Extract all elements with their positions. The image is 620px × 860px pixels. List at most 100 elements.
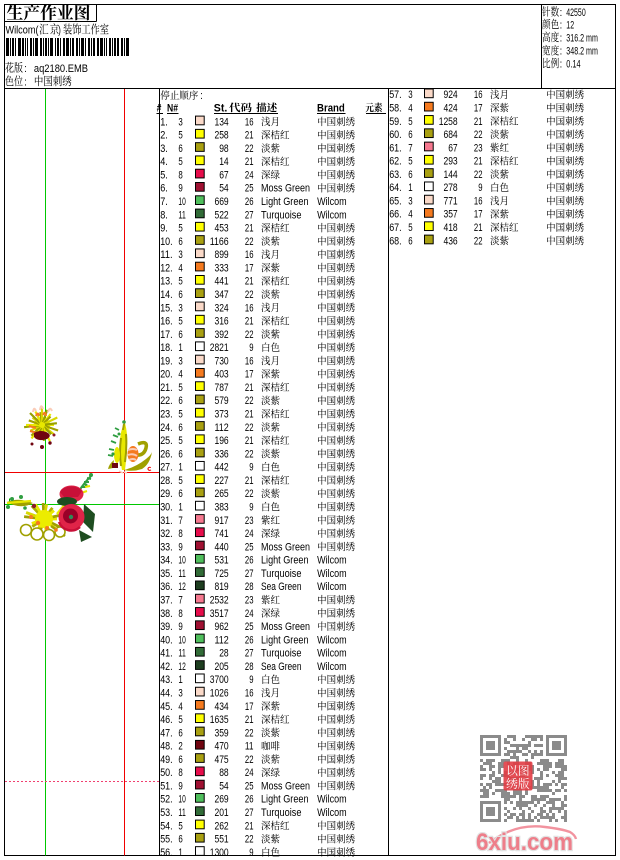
svg-text:227: 227 [214, 475, 228, 487]
svg-text:22: 22 [245, 289, 254, 301]
svg-text:730: 730 [214, 355, 228, 367]
svg-text:22: 22 [474, 129, 483, 141]
svg-text:Wilcom: Wilcom [317, 196, 347, 208]
svg-text:44.: 44. [160, 687, 172, 699]
svg-text:11: 11 [245, 741, 254, 753]
svg-text:5: 5 [178, 820, 182, 832]
svg-text:725: 725 [214, 568, 228, 580]
svg-text:17: 17 [474, 102, 483, 114]
svg-text:Moss Green: Moss Green [261, 183, 310, 195]
svg-text:5: 5 [178, 475, 182, 487]
svg-text:21: 21 [245, 156, 254, 168]
svg-text:Wilcom: Wilcom [317, 794, 347, 806]
svg-text:61.: 61. [389, 142, 401, 154]
svg-text:48.: 48. [160, 741, 172, 753]
svg-text:6xiu.com: 6xiu.com [476, 829, 573, 856]
svg-text:26: 26 [245, 196, 254, 208]
svg-text:6: 6 [408, 235, 412, 247]
svg-text:Moss Green: Moss Green [261, 541, 310, 553]
svg-text:15.: 15. [160, 302, 172, 314]
svg-text:Sea Green: Sea Green [261, 581, 302, 593]
svg-text:Wilcom: Wilcom [317, 555, 347, 567]
svg-text:23: 23 [245, 594, 254, 606]
svg-text:28: 28 [219, 648, 229, 660]
svg-text:441: 441 [214, 276, 228, 288]
svg-text:9: 9 [178, 183, 182, 195]
svg-text:63.: 63. [389, 169, 401, 181]
svg-text:5: 5 [408, 156, 412, 168]
svg-text:787: 787 [214, 382, 228, 394]
svg-text:8: 8 [178, 169, 182, 181]
svg-text:5: 5 [178, 714, 182, 726]
svg-text:23: 23 [245, 515, 254, 527]
svg-text:Sea Green: Sea Green [261, 661, 302, 673]
svg-text:1: 1 [408, 182, 412, 194]
svg-text:3: 3 [408, 195, 412, 207]
svg-text:11.: 11. [160, 249, 172, 261]
svg-text:21: 21 [245, 820, 254, 832]
svg-text:16: 16 [245, 355, 254, 367]
svg-text:aq2180.EMB: aq2180.EMB [34, 63, 88, 75]
svg-text:373: 373 [214, 409, 228, 421]
svg-text:64.: 64. [389, 182, 401, 194]
svg-text:6: 6 [178, 395, 182, 407]
svg-text:22: 22 [245, 422, 254, 434]
svg-text:Wilcom: Wilcom [317, 581, 347, 593]
svg-text:278: 278 [443, 182, 457, 194]
svg-text:18.: 18. [160, 342, 172, 354]
svg-text:3: 3 [178, 355, 182, 367]
svg-text:27: 27 [245, 209, 254, 221]
svg-text:16: 16 [245, 249, 254, 261]
svg-text:3700: 3700 [210, 674, 229, 686]
svg-text:1: 1 [178, 342, 182, 354]
svg-text:21: 21 [245, 130, 254, 142]
svg-text:35.: 35. [160, 568, 172, 580]
svg-text:5: 5 [178, 435, 182, 447]
svg-text:383: 383 [214, 502, 228, 514]
svg-text:3: 3 [178, 249, 182, 261]
svg-text:134: 134 [214, 116, 228, 128]
svg-text:3: 3 [178, 116, 182, 128]
svg-text:336: 336 [214, 448, 228, 460]
svg-text:28: 28 [245, 581, 254, 593]
svg-text:269: 269 [214, 794, 228, 806]
svg-text:6: 6 [408, 129, 412, 141]
svg-text:25: 25 [245, 183, 254, 195]
svg-text:392: 392 [214, 329, 228, 341]
svg-text:201: 201 [214, 807, 228, 819]
svg-text:Light Green: Light Green [261, 555, 309, 567]
svg-text:Moss Green: Moss Green [261, 780, 310, 792]
svg-text:21: 21 [245, 316, 254, 328]
svg-text:359: 359 [214, 727, 228, 739]
svg-text:6: 6 [178, 422, 182, 434]
svg-text:14.: 14. [160, 289, 172, 301]
svg-text:6: 6 [408, 169, 412, 181]
svg-text:50.: 50. [160, 767, 172, 779]
svg-text:32.: 32. [160, 528, 172, 540]
svg-text:57.: 57. [389, 89, 401, 101]
svg-text:9: 9 [249, 674, 253, 686]
svg-text:43.: 43. [160, 674, 172, 686]
svg-text:28.: 28. [160, 475, 172, 487]
svg-text:17: 17 [245, 262, 254, 274]
svg-text:112: 112 [214, 634, 228, 646]
svg-text:67.: 67. [389, 222, 401, 234]
svg-text:88: 88 [219, 767, 229, 779]
svg-text:436: 436 [443, 235, 457, 247]
svg-text:Wilcom(: Wilcom( [6, 25, 39, 37]
svg-text:5: 5 [178, 223, 182, 235]
svg-text:37.: 37. [160, 594, 172, 606]
svg-text:Brand: Brand [317, 102, 345, 114]
svg-text:357: 357 [443, 209, 457, 221]
svg-text:27: 27 [245, 648, 254, 660]
svg-text:16: 16 [245, 302, 254, 314]
svg-text:56.: 56. [160, 847, 172, 859]
svg-text:4.: 4. [160, 156, 168, 168]
svg-text:112: 112 [214, 422, 228, 434]
svg-text:22: 22 [474, 235, 483, 247]
svg-text:Turquoise: Turquoise [261, 807, 302, 819]
svg-text:4: 4 [178, 262, 182, 274]
svg-text:21: 21 [245, 714, 254, 726]
svg-text:17.: 17. [160, 329, 172, 341]
svg-text:196: 196 [214, 435, 228, 447]
